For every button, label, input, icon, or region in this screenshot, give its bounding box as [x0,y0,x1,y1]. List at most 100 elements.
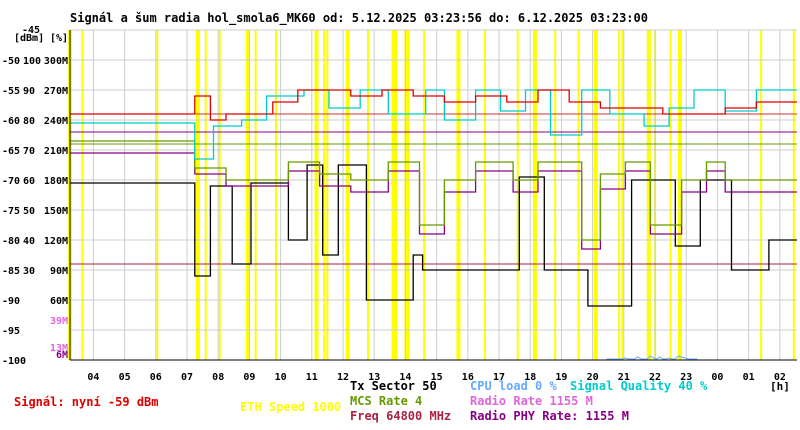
y-tick-pct: 90 [23,86,35,97]
x-tick: 19 [555,372,567,383]
x-tick: 08 [212,372,224,383]
eth-band [345,30,350,360]
eth-band [245,30,250,360]
eth-band [423,30,426,360]
series-line-tx-rate [70,164,797,307]
y-tick-dbm: -65 [2,146,20,157]
x-tick: 17 [493,372,505,383]
y-tick-pct: 70 [23,146,35,157]
eth-band [760,30,763,360]
eth-band [254,30,257,360]
legend-radio-rate: Radio Rate 1155 M [470,394,593,408]
legend-freq: Freq 64800 MHz [350,409,451,423]
eth-band [218,30,221,360]
y-tick-rate: 90M [50,266,68,277]
eth-band [621,30,624,360]
y-tick-dbm: -95 [2,326,20,337]
x-tick: 01 [743,372,755,383]
y-tick-rate: 240M [44,116,68,127]
y-tick-dbm: -60 [2,116,20,127]
y-tick-dbm: -45 [22,25,40,36]
legend-signal-quality: Signal Quality 40 % [570,379,708,393]
series-line-sign-l [70,89,797,121]
y-tick-dbm: -100 [2,356,26,367]
eth-band [618,30,621,360]
legend-eth-speed: ETH Speed 1000 [240,400,341,414]
x-tick: 20 [587,372,599,383]
legend-tx-sector: Tx Sector 50 [350,379,437,393]
eth-band [669,30,672,360]
x-axis-unit: [h] [770,380,790,393]
eth-band [677,30,682,360]
chart-title: Signál a šum radia hol_smola6_MK60 od: 5… [70,11,648,26]
x-tick: 06 [150,372,162,383]
x-tick: 04 [87,372,99,383]
legend-signal-now: Signál: nyní -59 dBm [14,395,159,409]
eth-band [314,30,319,360]
x-tick: 15 [431,372,443,383]
legend-cpu-load: CPU load 0 % [470,379,557,393]
y-tick-pct: 80 [23,116,35,127]
y-tick-rate: 120M [44,236,68,247]
y-tick-dbm: -75 [2,206,20,217]
eth-band [554,30,557,360]
x-tick: 10 [275,372,287,383]
y-tick-pct: 30 [23,266,35,277]
series-line-mcs-rate-4 [70,140,797,241]
y-tick-dbm: -55 [2,86,20,97]
eth-band [391,30,398,360]
tick-labels: -50-55-60-65-70-75-80-85-90-95-45-100100… [2,25,786,383]
x-tick: 16 [462,372,474,383]
eth-band [593,30,598,360]
eth-band [516,30,519,360]
y-tick-rate: 60M [50,296,68,307]
eth-band [577,30,580,360]
y-tick-pct: 60 [23,176,35,187]
y-tick-rate: 300M [44,56,68,67]
x-tick: 12 [337,372,349,383]
y-tick-rate: 210M [44,146,68,157]
grid-lines [70,29,797,361]
y-tick-dbm: -50 [2,56,20,67]
y-tick-dbm: -90 [2,296,20,307]
eth-band [195,30,200,360]
y-tick-dbm: -85 [2,266,20,277]
y-tick-low-rate: 13M [50,343,68,354]
y-tick-rate: 180M [44,176,68,187]
y-tick-rate: 270M [44,86,68,97]
legend-radio-phy-rate: Radio PHY Rate: 1155 M [470,409,629,423]
y-axis-unit-pct: [%] [50,33,68,44]
eth-band [204,30,207,360]
y-tick-dbm: -80 [2,236,20,247]
eth-band [532,30,537,360]
series-line-radio-phy-rate [70,152,797,250]
x-tick: 13 [368,372,380,383]
eth-band [792,30,795,360]
y-tick-pct: 40 [23,236,35,247]
x-tick: 00 [711,372,723,383]
eth-band [81,30,84,360]
y-tick-low-rate: 6M [56,350,68,361]
y-tick-pct: 50 [23,206,35,217]
y-tick-low-rate: 39M [50,316,68,327]
y-tick-rate: 150M [44,206,68,217]
x-tick: 07 [181,372,193,383]
x-tick: 18 [524,372,536,383]
x-tick: 21 [618,372,630,383]
eth-band [366,30,369,360]
x-tick: 05 [119,372,131,383]
eth-band [407,30,410,360]
eth-band [404,30,409,360]
axes [69,30,797,361]
x-tick: 09 [243,372,255,383]
y-tick-dbm: -70 [2,176,20,187]
x-tick: 02 [774,372,786,383]
eth-band [323,30,326,360]
y-axis-unit-dbm: [dBm] [14,33,44,44]
x-tick: 14 [399,372,411,383]
eth-band [156,30,159,360]
eth-band [274,30,277,360]
x-tick: 22 [649,372,661,383]
y-tick-pct: 100 [23,56,41,67]
